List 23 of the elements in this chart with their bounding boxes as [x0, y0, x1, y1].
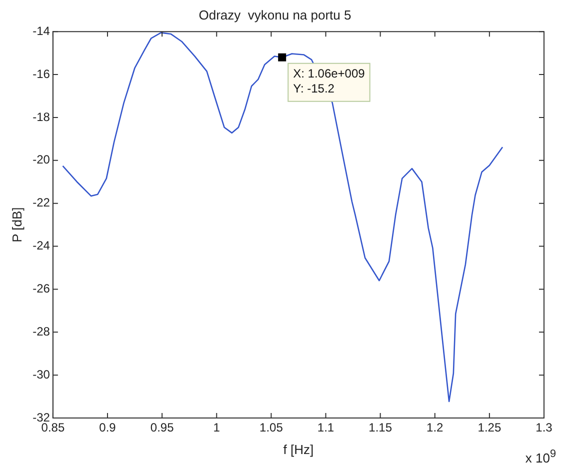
y-tick-label: -22	[32, 196, 50, 210]
chart-title: Odrazy vykonu na portu 5	[198, 7, 352, 22]
y-tick-label: -26	[32, 282, 50, 296]
x-tick-label: 1	[213, 420, 220, 435]
x-tick-label: 1.1	[317, 420, 334, 435]
y-tick-label: -18	[32, 110, 50, 124]
x-tick-label: 1.3	[536, 420, 553, 435]
y-tick-label: -14	[32, 24, 50, 38]
y-tick-label: -24	[32, 238, 50, 253]
y-tick-label: -30	[32, 367, 50, 382]
text: x 10$^{9}$	[525, 448, 556, 466]
x-axis-title: f [Hz]	[283, 442, 314, 457]
x-tick-label: 1.15	[368, 420, 392, 435]
annotation: X: 1.06e+009 Y: -15.2	[293, 66, 366, 96]
x-tick-label: 1.05	[260, 420, 284, 435]
y-axis-title: P [dB]	[9, 207, 24, 242]
y-tick-label: -20	[32, 152, 50, 167]
x-tick-label: 1.2	[426, 420, 444, 435]
y-tick-label: -16	[32, 66, 50, 81]
x-tick-label: 1.25	[478, 420, 502, 435]
x-tick-label: 0.95	[150, 420, 174, 435]
y-tick-label: -28	[32, 324, 50, 338]
x-tick-label: 0.9	[99, 420, 116, 435]
